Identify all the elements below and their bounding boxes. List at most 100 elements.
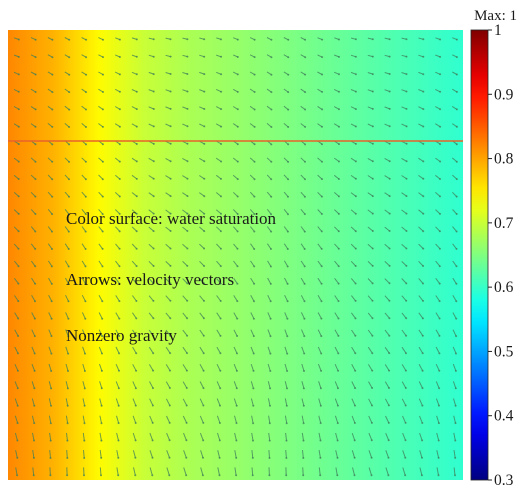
velocity-arrow-head (304, 108, 307, 111)
velocity-arrow-head (67, 213, 70, 216)
velocity-arrow (115, 243, 120, 250)
velocity-arrow (351, 329, 356, 337)
velocity-arrow-head (169, 90, 172, 93)
velocity-arrow-head (286, 265, 289, 268)
velocity-arrow (13, 209, 20, 215)
velocity-arrow-head (253, 265, 256, 268)
velocity-arrow-head (152, 195, 155, 198)
velocity-arrow (317, 363, 322, 372)
velocity-arrow (250, 346, 255, 354)
velocity-arrow-head (67, 352, 70, 355)
velocity-arrow-head (101, 143, 104, 146)
velocity-arrow-head (169, 317, 172, 320)
velocity-arrow-head (85, 56, 88, 59)
velocity-arrow-head (422, 265, 425, 267)
velocity-arrow-head (203, 73, 206, 76)
velocity-arrow-head (34, 195, 37, 198)
velocity-arrow-head (236, 160, 239, 163)
velocity-arrow (199, 260, 205, 267)
velocity-arrow-head (17, 178, 20, 180)
velocity-arrow-head (268, 474, 271, 477)
velocity-arrow-head (253, 230, 256, 233)
velocity-arrow-head (438, 404, 440, 407)
velocity-arrow (267, 381, 271, 389)
velocity-arrow-head (319, 387, 322, 390)
velocity-arrow-head (17, 247, 20, 250)
velocity-arrow (216, 243, 222, 250)
velocity-arrow (115, 398, 120, 406)
velocity-arrow (435, 381, 440, 389)
velocity-arrow-head (268, 422, 271, 425)
annotation-gravity: Nonzero gravity (66, 326, 177, 345)
velocity-arrow-head (34, 91, 37, 93)
velocity-arrow-head (218, 422, 221, 424)
velocity-arrow-head (168, 439, 171, 442)
velocity-arrow-head (319, 474, 322, 477)
velocity-arrow (182, 398, 188, 406)
velocity-arrow-head (321, 108, 324, 111)
velocity-arrow (182, 209, 188, 215)
velocity-arrow-head (388, 142, 391, 145)
velocity-arrow-head (186, 73, 189, 75)
velocity-arrow-head (320, 335, 323, 338)
velocity-arrow (402, 450, 406, 458)
velocity-arrow (14, 312, 19, 319)
velocity-arrow (435, 192, 441, 197)
velocity-arrow (418, 312, 424, 319)
velocity-arrow-head (34, 108, 37, 111)
velocity-arrow-head (220, 125, 223, 128)
velocity-arrow-head (17, 125, 20, 128)
velocity-arrow-head (454, 387, 457, 390)
velocity-arrow-head (101, 282, 104, 285)
velocity-arrow-head (354, 265, 357, 267)
velocity-arrow-head (269, 335, 272, 338)
velocity-arrow (251, 450, 254, 458)
velocity-arrow-head (118, 90, 121, 93)
velocity-arrow-head (405, 247, 408, 250)
velocity-arrow-head (83, 474, 85, 477)
velocity-arrow (318, 415, 322, 424)
velocity-arrow-head (152, 125, 155, 128)
velocity-arrow (367, 312, 373, 319)
velocity-arrow-head (421, 352, 424, 355)
velocity-arrow-head (302, 474, 305, 477)
velocity-arrow-head (50, 404, 52, 407)
velocity-arrow-head (455, 38, 458, 41)
velocity-arrow-head (354, 369, 357, 372)
velocity-arrow-head (66, 422, 69, 425)
velocity-arrow-head (370, 474, 373, 477)
velocity-arrow-head (186, 142, 189, 145)
velocity-arrow-head (405, 177, 408, 180)
velocity-arrow (267, 312, 272, 319)
velocity-arrow-head (236, 143, 239, 146)
velocity-arrow (368, 450, 373, 458)
velocity-arrow-head (83, 370, 86, 372)
velocity-arrow-head (439, 160, 442, 163)
velocity-arrow (149, 381, 154, 389)
velocity-arrow-head (135, 212, 138, 215)
velocity-arrow-head (304, 38, 307, 41)
velocity-arrow (384, 295, 390, 302)
velocity-arrow-head (270, 230, 273, 233)
velocity-arrow-head (101, 265, 104, 268)
velocity-arrow (318, 381, 322, 389)
velocity-arrow-head (152, 177, 155, 180)
velocity-arrow (367, 226, 374, 232)
velocity-arrow-head (438, 230, 441, 233)
velocity-arrow (115, 346, 120, 354)
velocity-arrow-head (201, 474, 204, 477)
velocity-arrow (47, 191, 53, 198)
velocity-arrow-head (336, 404, 339, 407)
velocity-arrow-head (422, 125, 425, 128)
velocity-arrow (334, 329, 339, 337)
velocity-arrow-head (151, 439, 154, 442)
velocity-arrow-head (236, 247, 239, 250)
velocity-arrow (14, 363, 19, 372)
velocity-arrow-head (51, 248, 53, 250)
velocity-arrow (435, 363, 440, 372)
velocity-arrow (250, 363, 254, 372)
velocity-arrow (418, 260, 424, 267)
velocity-arrow-head (218, 474, 221, 477)
velocity-arrow (114, 192, 121, 197)
velocity-arrow-head (269, 370, 272, 372)
